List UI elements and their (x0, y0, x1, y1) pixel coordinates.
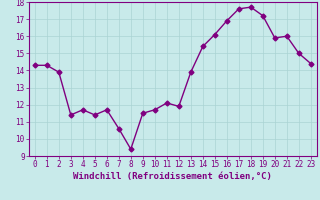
X-axis label: Windchill (Refroidissement éolien,°C): Windchill (Refroidissement éolien,°C) (73, 172, 272, 181)
